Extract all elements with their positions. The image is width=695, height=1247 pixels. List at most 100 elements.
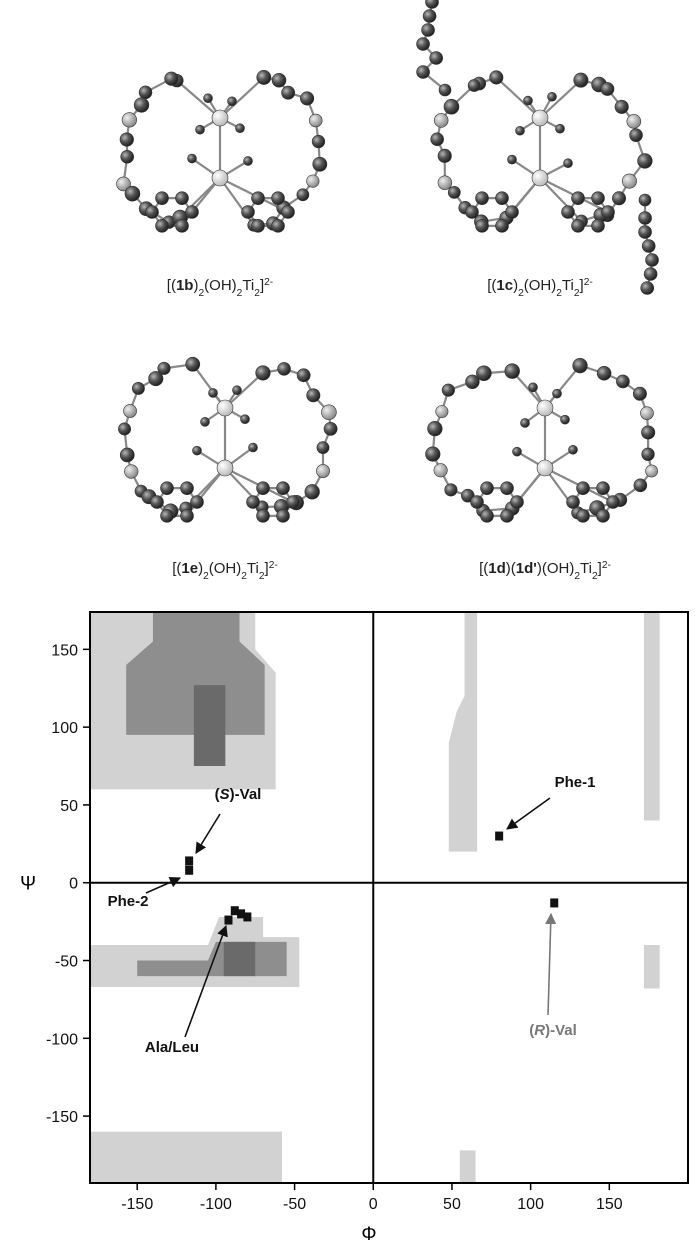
caption: [(1c)2(OH)2Ti2]2- <box>487 277 593 299</box>
atom <box>321 405 336 420</box>
atom <box>548 92 557 101</box>
allowed-region <box>194 685 225 766</box>
atom <box>641 282 654 295</box>
atom <box>511 496 524 509</box>
atom <box>186 206 199 219</box>
atom <box>422 24 435 37</box>
atom <box>217 460 233 476</box>
atom <box>118 423 130 435</box>
atom <box>307 389 320 402</box>
atom <box>282 206 295 219</box>
atom <box>217 400 233 416</box>
atom <box>312 135 325 148</box>
text-part: Ti <box>580 560 592 577</box>
atom <box>553 389 562 398</box>
allowed-region <box>90 1132 282 1183</box>
atom <box>434 113 448 127</box>
text-part: [( <box>172 560 181 577</box>
y-tick-label: 150 <box>51 642 78 659</box>
atom <box>513 447 522 456</box>
atom <box>630 129 643 142</box>
atom <box>209 388 218 397</box>
atom <box>612 192 625 205</box>
atom <box>524 96 533 105</box>
atom <box>602 206 615 219</box>
atom <box>300 92 313 105</box>
atom <box>573 358 588 373</box>
x-tick-label: 50 <box>443 1196 461 1213</box>
atom <box>191 496 204 509</box>
atom <box>592 192 605 205</box>
data-point <box>495 832 503 841</box>
atom <box>607 496 620 509</box>
atom <box>572 192 585 205</box>
caption: [(1d)(1d')(OH)2Ti2]2- <box>479 560 611 582</box>
atom <box>121 150 134 163</box>
atom <box>309 114 322 127</box>
atom <box>562 206 575 219</box>
atom <box>597 366 611 380</box>
atom <box>572 219 585 232</box>
atom <box>501 482 514 495</box>
atom <box>490 71 503 84</box>
atom <box>316 464 329 477</box>
x-tick-label: -50 <box>283 1196 306 1213</box>
annotation: (R)-Val <box>529 1022 577 1039</box>
atom <box>597 482 610 495</box>
atom <box>256 366 271 381</box>
atom <box>434 464 447 477</box>
atom <box>176 219 189 232</box>
text-part: 1d' <box>516 560 537 577</box>
molecule <box>117 70 327 232</box>
caption: [(1e)2(OH)2Ti2]2- <box>172 560 278 582</box>
atom <box>146 206 159 219</box>
allowed-region <box>224 942 255 976</box>
atom <box>481 509 494 522</box>
atom <box>297 189 309 201</box>
atom <box>646 465 658 477</box>
atom <box>537 460 553 476</box>
y-tick-label: -100 <box>46 1031 78 1048</box>
atom <box>426 447 441 462</box>
annotation: (S)-Val <box>215 786 262 803</box>
atom <box>244 156 253 165</box>
atom <box>233 386 242 395</box>
atom <box>307 175 320 188</box>
text-part: Ti <box>242 277 254 294</box>
atom <box>634 479 647 492</box>
atom <box>181 509 194 522</box>
atom <box>188 154 197 163</box>
y-tick-label: 0 <box>69 876 78 893</box>
x-tick-label: -150 <box>121 1196 153 1213</box>
data-point <box>550 898 558 907</box>
text-part: Ti <box>562 277 574 294</box>
atom <box>442 384 454 396</box>
atom <box>567 496 580 509</box>
atom <box>501 509 514 522</box>
atom <box>476 219 489 232</box>
atom <box>193 446 202 455</box>
atom <box>120 133 134 147</box>
annotation: Phe-2 <box>108 893 149 910</box>
y-tick-label: -50 <box>55 954 78 971</box>
atom <box>417 66 430 79</box>
atom <box>521 418 530 427</box>
text-part: S <box>220 786 230 803</box>
atom <box>639 212 652 225</box>
atom <box>257 482 270 495</box>
regions <box>90 612 660 1183</box>
text-part: R <box>534 1022 545 1039</box>
atom <box>430 52 443 65</box>
data-point <box>185 856 193 865</box>
atom <box>496 219 509 232</box>
atom <box>151 496 164 509</box>
atom <box>139 86 152 99</box>
allowed-region <box>644 612 660 820</box>
atom <box>123 404 136 417</box>
atom <box>601 82 614 95</box>
text-part: (OH) <box>209 560 242 577</box>
y-axis-label: Ψ <box>20 874 36 895</box>
text-part: [( <box>167 277 176 294</box>
atom <box>249 443 258 452</box>
ramachandran-plot: -150-100-50050100150-150-100-50050100150… <box>20 612 688 1245</box>
